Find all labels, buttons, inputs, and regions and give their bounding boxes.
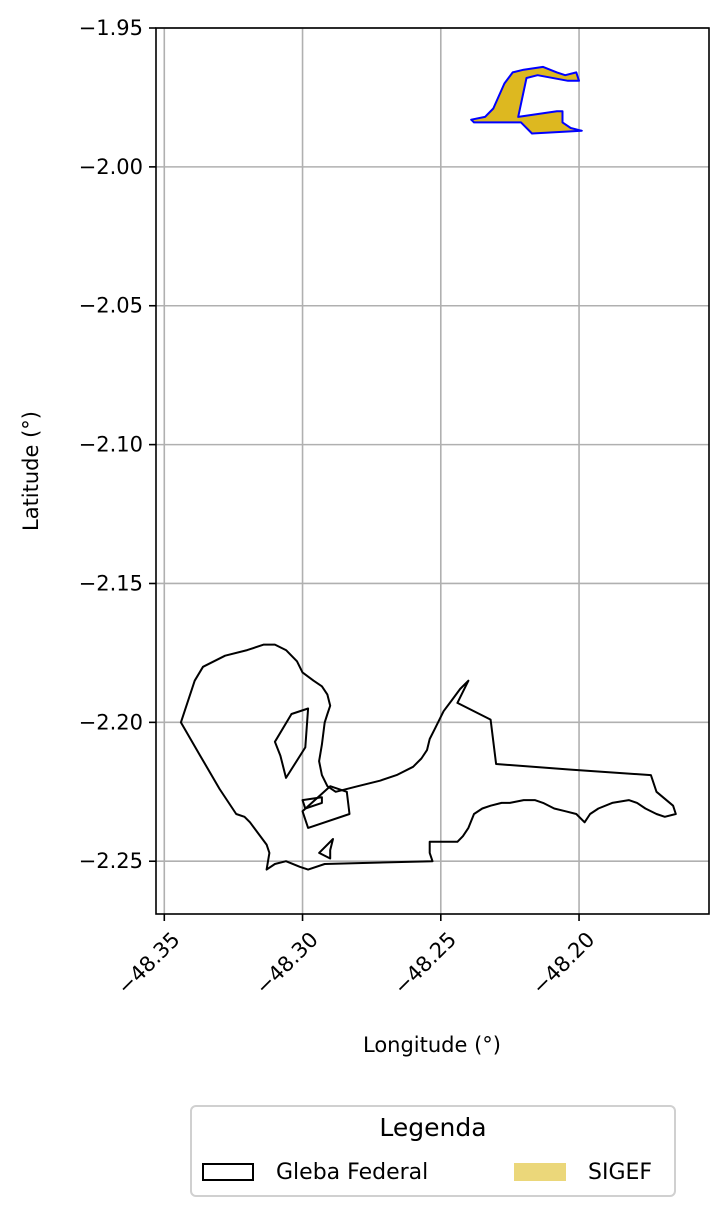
y-tick-label-1: −2.00: [79, 155, 143, 179]
gleba-federal-polygon-1: [273, 707, 310, 779]
legend-swatch-sigef: [514, 1163, 566, 1181]
y-tick-label-0: −1.95: [79, 16, 143, 40]
y-axis-title: Latitude (°): [19, 411, 43, 531]
y-tick-label-5: −2.20: [79, 710, 143, 734]
y-tick-label-4: −2.15: [79, 571, 143, 595]
x-tick-label-2: −48.25: [389, 927, 461, 999]
legend-item-gleba-federal: Gleba Federal: [202, 1157, 428, 1187]
legend: Legenda Gleba Federal SIGEF: [190, 1105, 676, 1197]
y-tick-label-6: −2.25: [79, 849, 143, 873]
map-polygons: [179, 65, 677, 871]
legend-label-sigef: SIGEF: [588, 1159, 653, 1185]
legend-title: Legenda: [379, 1113, 487, 1142]
x-tick-label-1: −48.30: [251, 927, 323, 999]
gleba-federal-polygon-0: [179, 643, 677, 871]
grid-lines: [156, 27, 709, 914]
x-tick-label-0: −48.35: [113, 927, 185, 999]
legend-swatch-gleba-federal: [202, 1163, 254, 1181]
x-tick-label-3: −48.20: [527, 927, 599, 999]
plot-frame: [155, 27, 710, 915]
gleba-federal-polygon-3: [301, 785, 351, 829]
gleba-federal-polygon-4: [318, 838, 334, 860]
y-tick-label-2: −2.05: [79, 294, 143, 318]
sigef-polygon-0: [470, 65, 583, 135]
legend-item-sigef: SIGEF: [514, 1157, 652, 1187]
y-tick-label-3: −2.10: [79, 433, 143, 457]
legend-label-gleba-federal: Gleba Federal: [276, 1159, 429, 1185]
x-axis-title: Longitude (°): [363, 1033, 501, 1057]
